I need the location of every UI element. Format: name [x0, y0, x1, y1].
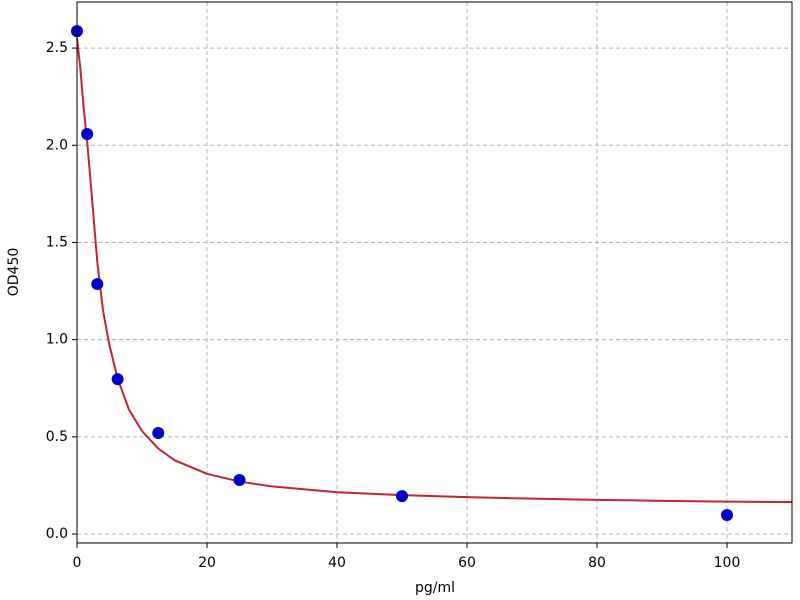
data-point [152, 426, 165, 439]
x-tick-label: 100 [714, 555, 741, 571]
y-tick-label: 0.5 [46, 429, 68, 445]
x-tick-label: 0 [73, 555, 82, 571]
data-point [81, 127, 94, 140]
y-tick-label: 1.5 [46, 234, 68, 250]
data-point [721, 509, 733, 522]
y-tick-label: 0.0 [46, 526, 68, 542]
data-point [111, 373, 124, 386]
x-tick-label: 20 [198, 555, 216, 571]
x-tick-label: 80 [588, 555, 606, 571]
y-tick-label: 1.0 [46, 332, 68, 348]
x-axis-label: pg/ml [415, 580, 455, 596]
y-tick-label: 2.0 [46, 137, 68, 153]
x-tick-label: 40 [328, 555, 346, 571]
y-axis-label: OD450 [6, 248, 22, 297]
plot-frame [76, 1, 793, 544]
y-tick-label: 2.5 [46, 40, 68, 56]
fit-curve [76, 38, 793, 504]
data-point [233, 474, 246, 487]
data-point [396, 490, 408, 503]
x-tick-label: 60 [458, 555, 476, 571]
data-point [91, 278, 104, 291]
